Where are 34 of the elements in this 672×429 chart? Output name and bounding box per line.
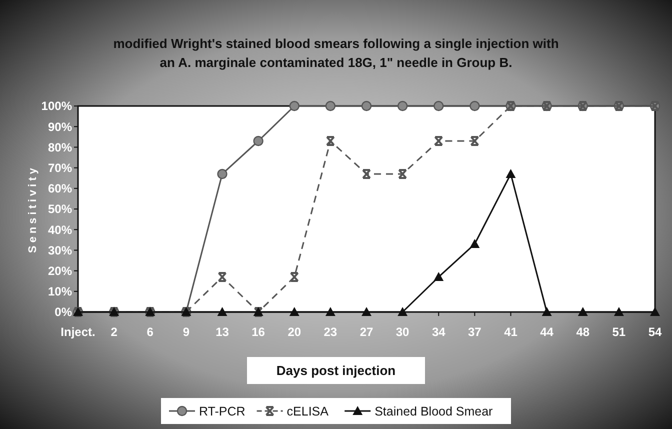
y-tick-label: 50% (48, 202, 72, 216)
x-tick-label: 30 (396, 325, 410, 339)
chart-title: modified Wright's stained blood smears following a single injection with an A. marginale contaminated 18G, 1" needle in Group B. (113, 36, 559, 70)
x-axis-title: Days post injection (276, 363, 396, 378)
x-tick-label: 44 (540, 325, 554, 339)
y-tick-label: 20% (48, 264, 72, 278)
x-tick-label: 13 (216, 325, 230, 339)
y-tick-label: 90% (48, 120, 72, 134)
y-tick-label: 70% (48, 161, 72, 175)
x-tick-label: 9 (182, 325, 190, 339)
x-tick-label: 41 (504, 325, 518, 339)
x-tick-label: Inject. (60, 325, 96, 339)
y-tick-label: 0% (54, 305, 72, 320)
legend-label: Stained Blood Smear (374, 404, 493, 418)
x-tick-label: 34 (432, 325, 446, 339)
y-tick-label: 100% (41, 99, 72, 114)
y-tick-label: 30% (48, 243, 72, 258)
x-tick-label: 54 (648, 325, 662, 339)
x-tick-label: 16 (252, 325, 266, 339)
legend-label: RT-PCR (199, 404, 246, 418)
y-tick-label: 40% (48, 222, 72, 237)
y-tick-label: 80% (48, 140, 72, 154)
y-axis-title: Sensitivity (27, 164, 39, 254)
x-tick-label: 27 (360, 325, 374, 339)
y-tick-label: 10% (48, 284, 72, 299)
x-tick-label: 6 (146, 325, 154, 339)
x-tick-label: 2 (110, 325, 118, 339)
x-tick-label: 48 (576, 325, 590, 339)
y-tick-label: 60% (48, 182, 72, 196)
x-tick-label: 23 (324, 325, 338, 339)
legend-label: cELISA (286, 404, 330, 418)
x-tick-label: 20 (288, 325, 302, 339)
x-tick-label: 51 (612, 325, 626, 339)
x-tick-label: 37 (468, 325, 482, 339)
